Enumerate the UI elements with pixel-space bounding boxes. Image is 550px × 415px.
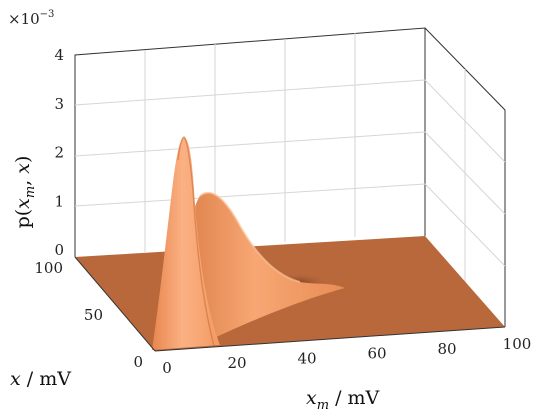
x-axis-label: xm / mV: [306, 387, 380, 413]
x-tick-100: 100: [503, 335, 532, 353]
surface-peak-secondary: [165, 192, 345, 345]
z-tick-4: 4: [54, 46, 64, 64]
y-tick-100: 100: [34, 259, 63, 277]
x-tick-labels: 0 20 40 60 80 100: [162, 335, 531, 377]
surface-peak-main: [152, 137, 220, 350]
x-tick-20: 20: [227, 354, 246, 372]
right-wall-frame: [424, 27, 506, 327]
left-wall-frame: [74, 27, 426, 257]
z-tick-3: 3: [54, 95, 64, 113]
z-tick-0: 0: [54, 241, 64, 259]
x-axis-line: [154, 326, 506, 352]
back-grid-z1: [74, 183, 426, 207]
surface-peak-secondary-ridge: [199, 191, 301, 283]
z-tick-1: 1: [54, 192, 64, 210]
x-tick-60: 60: [367, 345, 386, 363]
y-axis-label: x / mV: [10, 368, 71, 390]
back-grid-z2: [74, 131, 426, 157]
y-tick-50: 50: [84, 306, 103, 324]
surface-peak-main-ridge: [177, 136, 215, 347]
z-tick-labels: 0 1 2 3 4: [54, 46, 64, 259]
y-tick-0: 0: [133, 353, 143, 371]
z-exponent-label: ×10−3: [8, 9, 54, 28]
z-axis-label: p(xm, x): [12, 156, 38, 229]
x-tick-0: 0: [162, 359, 172, 377]
x-tick-40: 40: [297, 349, 316, 367]
z-tick-2: 2: [54, 144, 64, 162]
y-tick-labels: 0 50 100: [34, 259, 143, 371]
x-tick-80: 80: [437, 340, 456, 358]
y-axis-line: [74, 256, 156, 352]
grid-back-walls: [74, 27, 506, 327]
back-grid-z3: [74, 79, 426, 106]
